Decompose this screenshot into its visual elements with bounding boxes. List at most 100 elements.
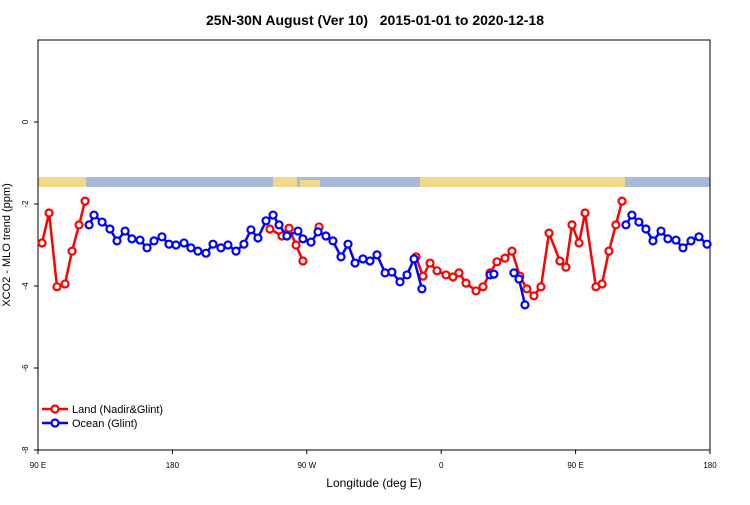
data-point	[574, 238, 584, 248]
x-tick-label: 90 W	[297, 461, 316, 470]
data-point	[201, 248, 211, 258]
data-point	[409, 254, 419, 264]
map-strip	[38, 177, 710, 187]
data-point	[395, 277, 405, 287]
data-point	[282, 231, 292, 241]
legend-label: Ocean (Glint)	[72, 418, 137, 430]
land-strip	[420, 177, 625, 187]
data-point	[617, 196, 627, 206]
data-point	[604, 246, 614, 256]
y-axis-label: XCO2 - MLO trend (ppm)	[1, 183, 13, 306]
data-point	[561, 262, 571, 272]
x-tick-label: 90 E	[567, 461, 583, 470]
x-tick-label: 0	[439, 461, 444, 470]
plot-frame	[37, 39, 711, 451]
data-point	[84, 220, 94, 230]
data-point	[239, 239, 249, 249]
data-point	[567, 220, 577, 230]
data-point	[425, 258, 435, 268]
data-point	[274, 220, 284, 230]
data-point	[648, 236, 658, 246]
legend-marker	[50, 418, 60, 428]
data-point	[120, 226, 130, 236]
data-point	[157, 232, 167, 242]
data-point	[555, 256, 565, 266]
data-point	[112, 236, 122, 246]
x-tick-label: 180	[166, 461, 180, 470]
data-point	[328, 236, 338, 246]
data-point	[246, 225, 256, 235]
y-tick-label: -8	[21, 446, 30, 454]
data-point	[365, 256, 375, 266]
data-point	[461, 278, 471, 288]
land-strip	[300, 180, 320, 187]
data-point	[492, 257, 502, 267]
data-point	[127, 234, 137, 244]
data-point	[544, 228, 554, 238]
data-point	[253, 233, 263, 243]
data-point	[522, 284, 532, 294]
y-tick-label: -4	[21, 282, 30, 290]
data-point	[142, 243, 152, 253]
data-point	[208, 239, 218, 249]
data-point	[514, 274, 524, 284]
data-point	[80, 196, 90, 206]
data-point	[291, 240, 301, 250]
data-point	[44, 208, 54, 218]
data-point	[293, 226, 303, 236]
ocean-strip	[38, 177, 710, 187]
data-point	[663, 234, 673, 244]
data-point	[223, 240, 233, 250]
data-point	[694, 232, 704, 242]
data-point	[149, 236, 159, 246]
data-point	[306, 237, 316, 247]
data-point	[656, 226, 666, 236]
data-point	[372, 250, 382, 260]
data-point	[507, 246, 517, 256]
data-point	[432, 266, 442, 276]
data-point	[580, 208, 590, 218]
data-point	[621, 220, 631, 230]
data-point	[164, 239, 174, 249]
x-tick-label: 180	[703, 461, 717, 470]
data-point	[284, 223, 294, 233]
data-point	[313, 227, 323, 237]
data-point	[343, 239, 353, 249]
data-point	[500, 253, 510, 263]
data-point	[231, 246, 241, 256]
legend-label: Land (Nadir&Glint)	[72, 404, 163, 416]
data-point	[387, 267, 397, 277]
data-point	[336, 252, 346, 262]
data-point	[536, 282, 546, 292]
data-point	[171, 240, 181, 250]
y-tick-label: -2	[21, 200, 30, 208]
data-point	[52, 282, 62, 292]
data-point	[298, 234, 308, 244]
data-point	[74, 220, 84, 230]
data-point	[67, 246, 77, 256]
data-point	[402, 270, 412, 280]
data-point	[193, 246, 203, 256]
y-tick-label: 0	[21, 119, 30, 124]
data-point	[89, 210, 99, 220]
data-point	[520, 300, 530, 310]
data-point	[597, 279, 607, 289]
data-point	[37, 238, 47, 248]
data-point	[611, 220, 621, 230]
x-tick-label: 90 E	[30, 461, 46, 470]
data-point	[418, 271, 428, 281]
data-point	[489, 269, 499, 279]
data-point	[268, 210, 278, 220]
y-tick-label: -6	[21, 364, 30, 372]
data-point	[702, 239, 712, 249]
data-point	[448, 272, 458, 282]
data-point	[60, 279, 70, 289]
series-line	[40, 200, 624, 298]
legend-marker	[50, 404, 60, 414]
x-axis-label: Longitude (deg E)	[326, 476, 421, 490]
data-point	[627, 210, 637, 220]
data-point	[265, 224, 275, 234]
data-point	[641, 224, 651, 234]
data-point	[97, 217, 107, 227]
